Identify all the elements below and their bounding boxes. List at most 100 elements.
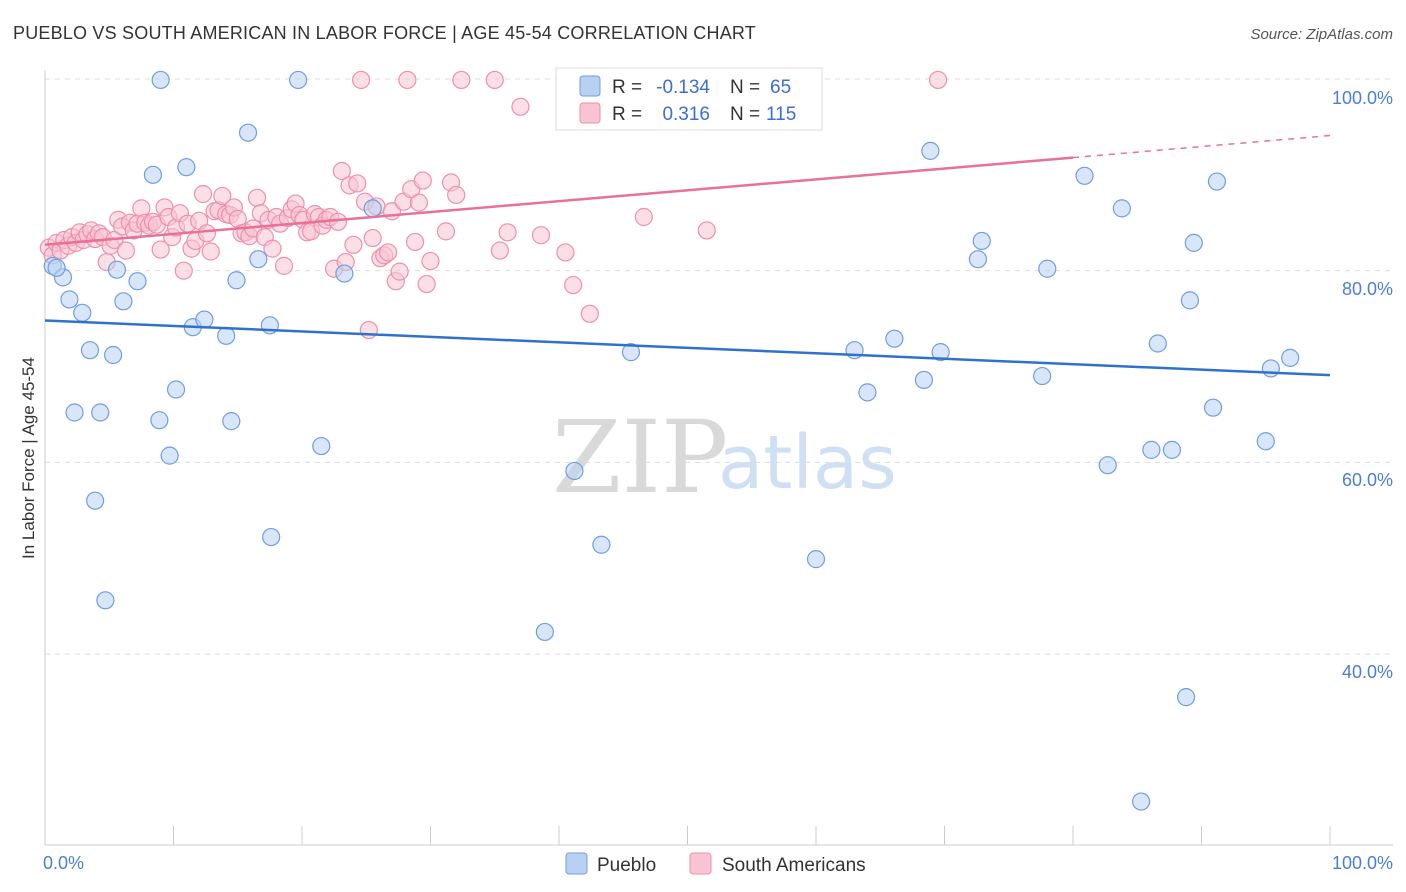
- pueblo-point-40: [858, 383, 877, 402]
- pueblo-point-63: [1281, 348, 1300, 367]
- south-americans-point-112: [634, 207, 653, 227]
- sa-series-swatch: [689, 852, 712, 875]
- pueblo-point-32: [535, 622, 554, 642]
- pueblo-point-16: [160, 446, 179, 465]
- pueblo-point-35: [621, 343, 641, 362]
- y-axis-label: In Labor Force | Age 45-54: [19, 357, 38, 559]
- south-americans-point-81: [352, 70, 371, 90]
- pueblo-point-46: [972, 231, 991, 251]
- south-americans-point-105: [490, 241, 509, 260]
- pueblo-point-29: [312, 436, 331, 456]
- pueblo-point-60: [1207, 172, 1227, 191]
- series-legend: Pueblo South Americans: [565, 852, 866, 876]
- pueblo-point-4: [73, 303, 92, 322]
- pueblo-point-27: [262, 527, 281, 547]
- pueblo-point-44: [931, 343, 950, 362]
- x-tick-label-0: 0.0%: [43, 853, 84, 873]
- south-americans-points: [39, 70, 948, 340]
- axes: [44, 70, 1393, 846]
- south-americans-point-107: [511, 97, 530, 116]
- pueblo-point-8: [96, 591, 115, 610]
- x-tick-label-100: 100.0%: [1332, 853, 1393, 873]
- pueblo-point-12: [128, 272, 147, 291]
- south-americans-point-91: [390, 262, 409, 281]
- pueblo-point-48: [1038, 259, 1057, 278]
- trend-lines: [44, 134, 1331, 377]
- pueblo-point-62: [1261, 359, 1280, 378]
- pueblo-point-5: [80, 341, 100, 360]
- south-americans-point-98: [417, 274, 436, 294]
- pueblo-point-6: [86, 491, 105, 510]
- y-tick-label-60: 60.0%: [1342, 470, 1393, 490]
- south-americans-trend-line: [44, 156, 1074, 247]
- pueblo-point-61: [1256, 432, 1275, 451]
- chart-source: Source: ZipAtlas.com: [1250, 26, 1393, 43]
- south-americans-point-40: [193, 184, 213, 204]
- south-americans-point-42: [201, 242, 220, 261]
- pueblo-point-64: [47, 258, 66, 277]
- pueblo-point-58: [1184, 233, 1203, 252]
- south-americans-point-76: [332, 161, 351, 181]
- pueblo-point-24: [238, 123, 258, 142]
- pueblo-point-34: [592, 535, 611, 554]
- pueblo-point-41: [885, 329, 904, 348]
- pueblo-point-45: [968, 250, 988, 269]
- south-americans-point-29: [151, 240, 170, 259]
- pueblo-n-value: 65: [770, 77, 791, 98]
- south-americans-point-41: [197, 224, 217, 243]
- pueblo-point-54: [1148, 334, 1167, 353]
- pueblo-point-22: [222, 412, 241, 431]
- south-americans-point-102: [447, 185, 466, 205]
- pueblo-point-38: [806, 550, 826, 569]
- pueblo-point-3: [65, 403, 84, 422]
- south-americans-point-108: [531, 226, 551, 245]
- pueblo-point-59: [1203, 398, 1223, 417]
- south-americans-point-114: [928, 70, 948, 90]
- south-americans-point-109: [556, 243, 575, 262]
- pueblo-trend-line: [44, 319, 1331, 377]
- y-tick-label-80: 80.0%: [1342, 279, 1393, 299]
- south-americans-point-110: [564, 275, 583, 295]
- sa-r-label: R =: [612, 104, 642, 125]
- pueblo-point-42: [914, 370, 934, 390]
- sa-legend-swatch: [579, 102, 601, 124]
- pueblo-series-label: Pueblo: [597, 855, 656, 876]
- pueblo-point-49: [1075, 166, 1094, 185]
- pueblo-point-33: [565, 461, 584, 481]
- south-americans-point-93: [398, 70, 417, 90]
- pueblo-r-value: -0.134: [656, 77, 710, 98]
- pueblo-point-2: [60, 290, 79, 309]
- south-americans-point-97: [413, 171, 432, 190]
- pueblo-point-9: [104, 345, 123, 365]
- south-americans-point-113: [697, 221, 716, 240]
- pueblo-point-15: [151, 70, 170, 90]
- south-americans-point-104: [485, 70, 504, 90]
- sa-series-label: South Americans: [722, 855, 866, 876]
- south-americans-point-99: [421, 251, 440, 271]
- x-ticks: [173, 826, 1331, 845]
- pueblo-point-10: [107, 260, 127, 279]
- pueblo-n-label: N =: [730, 77, 760, 98]
- pueblo-point-43: [921, 141, 940, 160]
- sa-n-value: 115: [766, 104, 796, 125]
- pueblo-point-53: [1142, 440, 1161, 459]
- south-americans-point-106: [498, 223, 517, 242]
- pueblo-legend-swatch: [579, 75, 601, 97]
- south-americans-point-79: [344, 235, 363, 254]
- pueblo-point-23: [227, 271, 246, 290]
- pueblo-point-30: [335, 264, 354, 283]
- south-americans-trend-extension: [1072, 134, 1331, 159]
- stats-legend: R = -0.134 N = 65 R = 0.316 N = 115: [555, 67, 823, 131]
- pueblo-point-50: [1098, 456, 1117, 475]
- sa-r-value: 0.316: [662, 104, 710, 125]
- south-americans-point-96: [409, 193, 429, 212]
- south-americans-point-95: [405, 232, 425, 252]
- pueblo-point-25: [249, 250, 268, 269]
- watermark-zip: ZIP: [552, 399, 728, 516]
- y-tick-label-40: 40.0%: [1342, 662, 1393, 682]
- pueblo-point-55: [1162, 440, 1182, 459]
- south-americans-point-80: [348, 174, 367, 193]
- pueblo-point-51: [1112, 199, 1131, 218]
- pueblo-point-11: [114, 292, 133, 311]
